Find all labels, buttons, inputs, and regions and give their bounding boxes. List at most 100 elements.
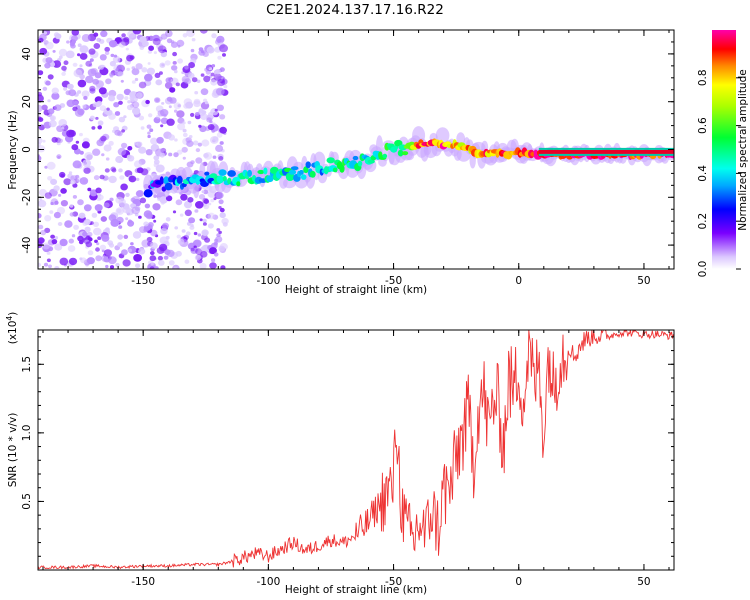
noise-speck	[198, 124, 202, 128]
noise-speck	[114, 111, 121, 116]
noise-speck	[123, 36, 130, 43]
noise-speck	[93, 221, 99, 227]
noise-speck	[47, 108, 55, 115]
noise-speck	[199, 218, 203, 222]
noise-speck	[109, 72, 114, 77]
noise-speck	[127, 100, 131, 104]
noise-speck	[109, 60, 116, 67]
noise-speck	[71, 30, 80, 36]
colorbar-tick-label: 0.6	[697, 117, 709, 134]
noise-speck	[149, 128, 154, 132]
noise-speck	[168, 260, 175, 266]
noise-speck	[125, 192, 130, 197]
noise-speck	[126, 154, 132, 160]
noise-speck	[218, 206, 222, 209]
noise-speck	[182, 128, 187, 133]
noise-speck	[108, 243, 115, 248]
noise-speck	[154, 266, 159, 269]
noise-speck	[81, 34, 91, 42]
ridge-cell	[402, 151, 409, 156]
noise-speck	[66, 99, 75, 108]
noise-speck	[123, 88, 131, 96]
noise-speck	[98, 87, 107, 95]
ridge-cell	[236, 181, 241, 187]
noise-speck	[203, 75, 211, 83]
noise-speck	[75, 140, 80, 144]
noise-speck	[104, 46, 110, 52]
y-tick-label: 1.5	[21, 356, 33, 373]
noise-speck	[49, 210, 54, 214]
noise-speck	[57, 156, 61, 159]
noise-speck	[127, 248, 133, 253]
noise-speck	[83, 204, 92, 212]
noise-speck	[218, 156, 224, 161]
noise-speck	[78, 212, 86, 219]
noise-speck	[207, 223, 214, 229]
top-y-axis-title: Frequency (Hz)	[7, 110, 19, 189]
noise-speck	[53, 185, 60, 192]
ridge-cell	[300, 174, 307, 180]
noise-speck	[77, 79, 87, 88]
noise-speck	[163, 255, 169, 260]
noise-speck	[136, 141, 143, 147]
noise-speck	[115, 196, 124, 204]
noise-speck	[63, 60, 69, 65]
noise-speck	[194, 91, 199, 95]
ridge-halo	[283, 178, 296, 189]
ridge-cell	[309, 170, 316, 178]
noise-speck	[222, 53, 226, 57]
noise-speck	[215, 144, 224, 152]
tone-line	[538, 149, 674, 154]
noise-speck	[199, 30, 208, 34]
noise-speck	[190, 160, 195, 165]
ridge-cell	[159, 176, 164, 185]
noise-speck	[148, 113, 153, 118]
noise-speck	[92, 148, 101, 156]
noise-speck	[79, 132, 83, 137]
ridge-cell	[270, 166, 279, 174]
ridge-cell	[164, 182, 173, 191]
noise-speck	[108, 40, 118, 48]
noise-speck	[215, 87, 225, 96]
noise-speck	[72, 62, 78, 67]
noise-speck	[115, 68, 119, 72]
noise-speck	[147, 62, 151, 65]
noise-speck	[195, 248, 203, 255]
noise-speck	[146, 213, 153, 219]
noise-speck	[160, 200, 165, 205]
noise-speck	[198, 108, 204, 113]
noise-speck	[79, 64, 83, 68]
noise-speck	[219, 207, 225, 213]
noise-speck	[57, 222, 63, 226]
noise-speck	[46, 161, 56, 170]
noise-speck	[112, 55, 121, 63]
noise-speck	[155, 79, 163, 86]
noise-speck	[195, 157, 203, 164]
noise-speck	[58, 119, 67, 127]
noise-speck	[87, 250, 94, 256]
noise-speck	[127, 146, 133, 151]
noise-speck	[159, 62, 166, 68]
x-tick-label: 0	[515, 275, 522, 287]
noise-speck	[59, 257, 69, 266]
noise-speck	[108, 214, 117, 222]
noise-speck	[40, 229, 47, 236]
noise-speck	[97, 125, 102, 130]
noise-speck	[219, 44, 228, 53]
noise-speck	[43, 31, 48, 35]
noise-speck	[181, 229, 186, 233]
noise-speck	[55, 33, 62, 40]
noise-speck	[96, 86, 100, 90]
noise-speck	[38, 104, 43, 113]
noise-speck	[173, 152, 179, 158]
noise-speck	[83, 167, 91, 174]
noise-speck	[81, 141, 90, 149]
noise-speck	[99, 244, 107, 251]
noise-speck	[79, 177, 89, 185]
noise-speck	[73, 100, 79, 105]
noise-speck	[170, 41, 178, 48]
colorbar-tick-label: 0.0	[697, 261, 709, 278]
noise-speck	[63, 178, 72, 186]
noise-speck	[149, 255, 157, 262]
noise-speck	[105, 78, 112, 85]
